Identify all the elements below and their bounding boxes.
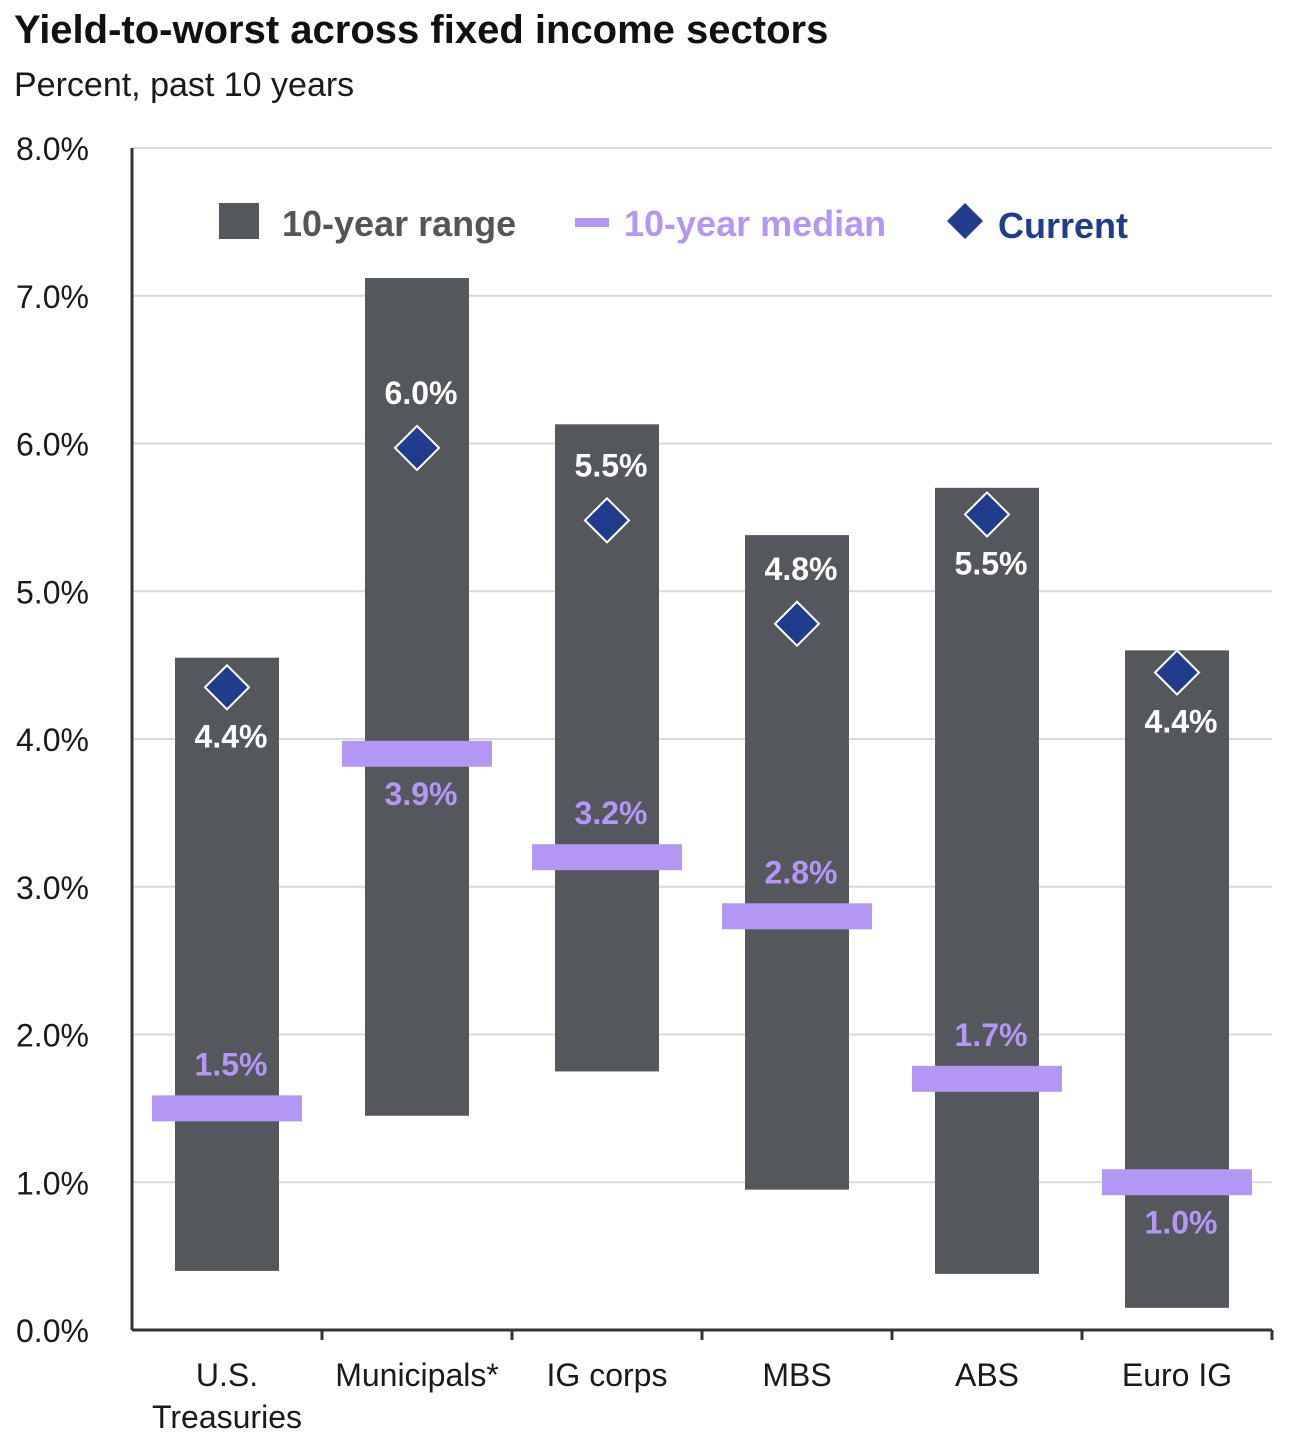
median-marker xyxy=(532,844,682,871)
range-bar xyxy=(935,487,1039,1274)
median-data-label: 1.5% xyxy=(195,1046,268,1082)
median-marker xyxy=(342,740,492,767)
x-category-label: Municipals* xyxy=(335,1357,499,1393)
current-data-label: 5.5% xyxy=(575,447,648,483)
y-tick-label: 2.0% xyxy=(16,1018,89,1054)
median-marker xyxy=(1102,1169,1252,1196)
x-category-label: ABS xyxy=(955,1357,1019,1393)
y-tick-label: 5.0% xyxy=(16,574,89,610)
median-marker xyxy=(722,903,872,930)
median-data-label: 2.8% xyxy=(765,854,838,890)
current-marker xyxy=(203,663,251,711)
median-data-label: 1.7% xyxy=(955,1017,1028,1053)
current-data-label: 5.5% xyxy=(955,545,1028,581)
y-tick-label: 1.0% xyxy=(16,1165,89,1201)
median-data-label: 3.9% xyxy=(385,776,458,812)
median-marker xyxy=(912,1065,1062,1092)
range-bar xyxy=(175,657,279,1271)
current-marker xyxy=(1153,649,1201,696)
median-data-label: 1.0% xyxy=(1145,1204,1218,1240)
current-data-label: 4.8% xyxy=(765,551,838,587)
y-tick-label: 4.0% xyxy=(16,722,89,758)
x-category-label: Euro IG xyxy=(1122,1357,1232,1393)
range-bar xyxy=(365,278,469,1116)
current-data-label: 6.0% xyxy=(385,375,458,411)
legend-median-label: 10-year median xyxy=(624,203,886,244)
current-data-label: 4.4% xyxy=(1145,704,1218,740)
legend-current-swatch xyxy=(947,203,983,239)
x-category-label: IG corps xyxy=(547,1357,668,1393)
chart-subtitle: Percent, past 10 years xyxy=(14,66,355,104)
legend-range-swatch xyxy=(219,203,259,239)
current-marker xyxy=(583,496,631,544)
x-category-label: U.S. xyxy=(196,1357,258,1393)
current-marker xyxy=(773,600,821,648)
median-data-label: 3.2% xyxy=(575,795,648,831)
legend-median-swatch xyxy=(575,218,609,227)
legend-range-label: 10-year range xyxy=(282,203,516,244)
y-tick-label: 0.0% xyxy=(16,1313,89,1349)
median-marker xyxy=(152,1095,302,1122)
y-tick-label: 8.0% xyxy=(16,131,89,167)
range-bar xyxy=(1125,650,1229,1308)
y-tick-label: 7.0% xyxy=(16,279,89,315)
current-data-label: 4.4% xyxy=(195,718,268,754)
x-category-label: Treasuries xyxy=(152,1399,302,1435)
legend-current-label: Current xyxy=(998,205,1128,246)
x-category-label: MBS xyxy=(762,1357,831,1393)
y-tick-label: 6.0% xyxy=(16,427,89,463)
chart-title: Yield-to-worst across fixed income secto… xyxy=(14,8,829,52)
current-marker xyxy=(393,424,441,472)
current-marker xyxy=(963,491,1011,538)
y-tick-label: 3.0% xyxy=(16,870,89,906)
